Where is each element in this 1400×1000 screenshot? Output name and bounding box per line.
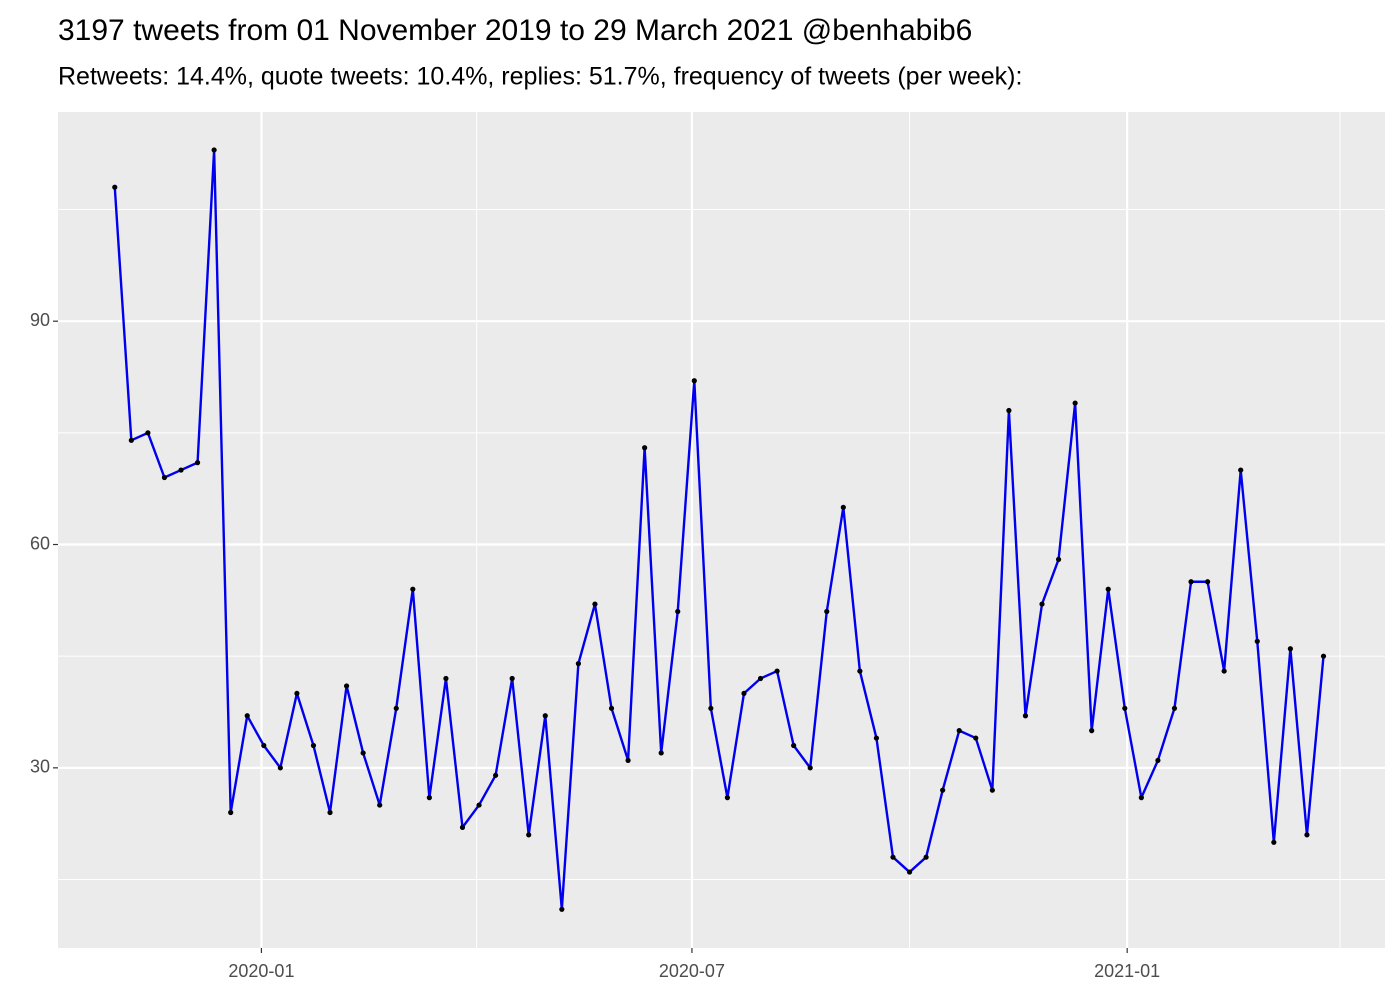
data-point [509,675,515,682]
data-point [973,735,979,741]
data-point [211,147,217,153]
data-point [956,728,962,734]
data-point [940,787,946,793]
data-point [873,735,880,741]
data-point [1022,713,1029,719]
data-point [310,742,317,749]
data-point [1089,728,1095,734]
data-point [343,683,350,689]
data-point [691,378,697,384]
data-point [228,809,234,816]
data-point [559,906,565,912]
x-tick-label: 2020-07 [659,961,725,981]
data-point [724,795,731,801]
data-point [592,601,598,607]
data-point [161,474,168,481]
data-point [526,832,532,838]
data-point [658,750,664,756]
data-point [261,742,267,749]
data-point [642,445,648,451]
data-point [1155,757,1161,764]
data-point [708,705,714,711]
data-point [128,437,134,443]
y-tick-label: 30 [30,757,50,777]
data-point [1188,579,1194,585]
x-tick-label: 2020-01 [228,961,294,981]
data-point [1221,668,1227,674]
data-point [377,802,383,808]
data-point [1238,467,1244,473]
chart-title: 3197 tweets from 01 November 2019 to 29 … [58,14,972,47]
data-point [1006,407,1012,414]
data-point [906,869,913,875]
data-point [1271,839,1277,845]
data-point [608,705,615,711]
data-point [1055,556,1062,563]
data-point [857,668,863,674]
data-point [360,750,366,756]
data-point [1122,705,1128,711]
data-point [277,765,283,771]
data-point [791,742,797,749]
data-point [989,787,995,793]
data-point [443,675,449,682]
data-point [1072,400,1078,406]
y-tick-label: 90 [30,310,50,330]
data-point [774,668,780,674]
data-point [1304,832,1310,838]
data-point [625,757,631,764]
y-tick-label: 60 [30,533,50,553]
data-point [244,713,250,719]
data-point [923,854,929,860]
plot-panel [58,112,1385,948]
x-tick-label: 2021-01 [1094,961,1160,981]
data-point [493,772,499,778]
data-point [542,713,548,719]
data-point [410,586,416,592]
data-point [1287,646,1293,652]
data-line [113,148,1325,911]
data-point [575,661,581,667]
data-point [1204,579,1211,585]
data-point [840,504,846,510]
data-point [675,608,681,615]
data-point [145,430,151,436]
data-point [178,467,184,473]
data-point [757,675,764,682]
data-point [112,184,118,190]
data-point [890,854,896,860]
data-point [1105,586,1111,592]
data-point [426,795,432,801]
data-point [476,802,482,808]
data-point [294,690,300,697]
data-point [1138,795,1144,801]
chart-subtitle: Retweets: 14.4%, quote tweets: 10.4%, re… [58,63,1022,91]
data-point [393,705,399,711]
data-point [741,690,747,697]
data-point [459,824,466,831]
data-point [807,765,813,771]
data-point [1254,638,1260,644]
data-point [1171,705,1178,711]
data-point [194,460,201,466]
data-point [1320,653,1327,659]
data-point [327,809,333,816]
data-point [1039,601,1045,607]
data-point [824,608,830,615]
